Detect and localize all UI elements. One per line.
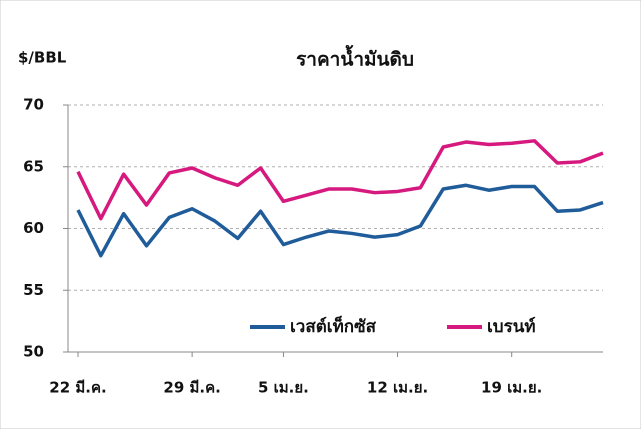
y-tick-label: 50 — [23, 343, 44, 361]
y-tick-label: 60 — [23, 219, 44, 237]
y-axis-label: $/BBL — [18, 49, 67, 67]
x-tick-label: 5 เม.ย. — [258, 379, 309, 397]
y-tick-label: 65 — [23, 157, 44, 175]
x-tick-label: 29 มี.ค. — [163, 379, 220, 397]
y-tick-label: 70 — [23, 96, 44, 114]
series-line — [76, 183, 604, 258]
x-tick-label: 19 เม.ย. — [481, 379, 542, 397]
y-tick-label: 55 — [23, 281, 44, 299]
x-tick-label: 12 เม.ย. — [367, 379, 428, 397]
legend-label: เวสต์เท็กซัส — [290, 314, 377, 337]
legend-label: เบรนท์ — [487, 316, 536, 337]
chart-title: ราคาน้ำมันดิบ — [296, 45, 414, 71]
x-tick-label: 22 มี.ค. — [49, 379, 106, 397]
series-line — [76, 139, 604, 221]
